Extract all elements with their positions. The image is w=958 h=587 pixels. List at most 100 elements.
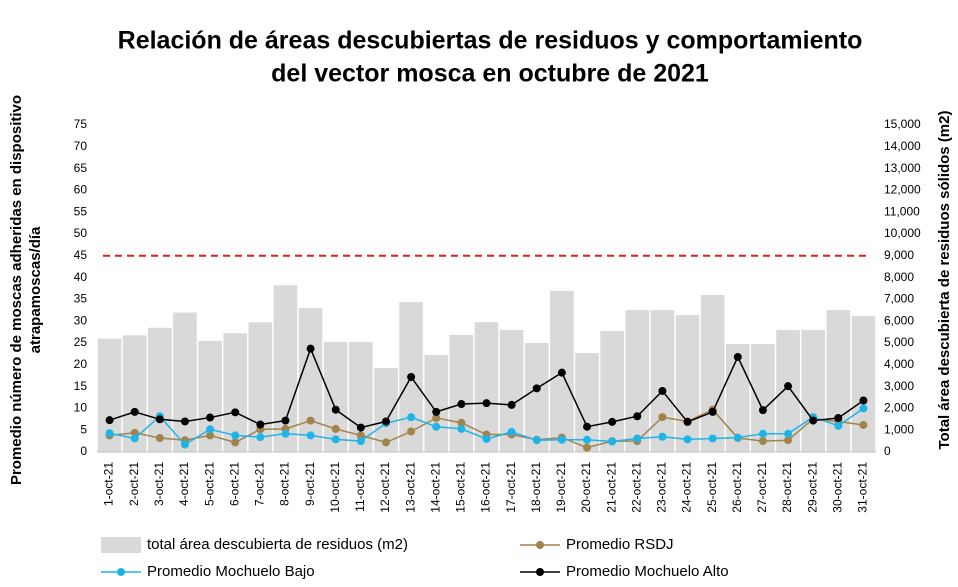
x-tick-label: 26-oct-21 xyxy=(730,462,744,513)
point xyxy=(683,417,692,426)
bar xyxy=(801,329,825,452)
x-tick-label: 2-oct-21 xyxy=(127,462,141,506)
bar xyxy=(349,341,373,452)
point xyxy=(834,421,843,430)
bar xyxy=(223,333,248,452)
point xyxy=(155,415,164,424)
x-tick-label: 18-oct-21 xyxy=(529,462,543,513)
bar xyxy=(298,308,323,452)
y-tick-label: 65 xyxy=(74,161,88,175)
x-tick-label: 1-oct-21 xyxy=(102,462,116,506)
y2-tick-label: 13,000 xyxy=(884,161,921,175)
legend-label: Promedio Mochuelo Alto xyxy=(566,563,729,580)
y-tick-label: 20 xyxy=(74,357,88,371)
bar xyxy=(675,315,700,452)
x-tick-label: 23-oct-21 xyxy=(655,462,669,513)
point xyxy=(306,431,315,440)
bar xyxy=(173,312,197,452)
legend-swatch xyxy=(117,568,125,576)
point xyxy=(557,368,566,377)
point xyxy=(432,422,441,431)
point xyxy=(231,438,240,447)
point xyxy=(784,382,793,391)
point xyxy=(256,433,265,442)
bar xyxy=(600,331,624,452)
x-tick-label: 15-oct-21 xyxy=(454,462,468,513)
y2-tick-label: 2,000 xyxy=(884,401,914,415)
x-tick-label: 22-oct-21 xyxy=(629,462,643,513)
point xyxy=(834,413,843,422)
chart-title: Relación de áreas descubiertas de residu… xyxy=(118,27,863,55)
x-tick-label: 16-oct-21 xyxy=(479,462,493,513)
bar xyxy=(575,353,599,452)
bar xyxy=(499,329,524,452)
y-tick-label: 55 xyxy=(74,204,88,218)
point xyxy=(482,399,491,408)
x-tick-label: 24-oct-21 xyxy=(680,462,694,513)
y2-tick-label: 7,000 xyxy=(884,292,914,306)
y2-tick-label: 11,000 xyxy=(884,204,920,218)
x-tick-label: 20-oct-21 xyxy=(579,462,593,513)
bar xyxy=(248,322,273,452)
point xyxy=(683,435,692,444)
point xyxy=(809,416,818,425)
point xyxy=(180,417,189,426)
point xyxy=(432,407,441,416)
point xyxy=(130,428,139,437)
point xyxy=(532,384,541,393)
x-tick-label: 25-oct-21 xyxy=(705,462,719,513)
point xyxy=(633,412,642,421)
x-tick-label: 3-oct-21 xyxy=(152,462,166,506)
point xyxy=(331,424,340,433)
bar xyxy=(449,334,474,452)
bar xyxy=(97,338,122,452)
point xyxy=(708,434,717,443)
point xyxy=(457,424,466,433)
point xyxy=(457,400,466,409)
y2-tick-label: 6,000 xyxy=(884,313,914,327)
x-tick-label: 30-oct-21 xyxy=(830,462,844,513)
x-tick-label: 29-oct-21 xyxy=(805,462,819,513)
y-tick-label: 70 xyxy=(74,139,88,153)
x-tick-label: 28-oct-21 xyxy=(780,462,794,513)
y-tick-label: 5 xyxy=(80,422,87,436)
point xyxy=(356,431,365,440)
x-tick-label: 8-oct-21 xyxy=(278,462,292,506)
x-tick-label: 7-oct-21 xyxy=(253,462,267,506)
legend-swatch xyxy=(536,568,544,576)
y2-tick-label: 4,000 xyxy=(884,357,914,371)
point xyxy=(407,427,416,436)
y-tick-label: 45 xyxy=(74,248,88,262)
y2-tick-label: 8,000 xyxy=(884,270,914,284)
bar xyxy=(700,295,725,452)
point xyxy=(658,386,667,395)
point xyxy=(859,404,868,413)
legend-label: total área descubierta de residuos (m2) xyxy=(147,536,408,553)
y2-tick-label: 9,000 xyxy=(884,248,914,262)
y2-tick-label: 14,000 xyxy=(884,139,921,153)
bar xyxy=(826,310,851,452)
point xyxy=(859,420,868,429)
point xyxy=(758,406,767,415)
point xyxy=(281,416,290,425)
bar xyxy=(474,322,499,452)
y-axis-title: Promedio número de moscas adheridas en d… xyxy=(8,95,25,485)
point xyxy=(532,436,541,445)
point xyxy=(658,432,667,441)
y2-tick-label: 5,000 xyxy=(884,335,914,349)
bar xyxy=(198,340,222,452)
point xyxy=(457,418,466,427)
point xyxy=(784,436,793,445)
point xyxy=(130,434,139,443)
point xyxy=(206,431,215,440)
bar xyxy=(424,354,449,452)
y-tick-label: 50 xyxy=(74,226,88,240)
x-tick-label: 19-oct-21 xyxy=(554,462,568,513)
y2-tick-label: 12,000 xyxy=(884,183,921,197)
point xyxy=(331,405,340,414)
y-tick-label: 35 xyxy=(74,292,88,306)
point xyxy=(256,420,265,429)
point xyxy=(105,429,114,438)
point xyxy=(758,437,767,446)
